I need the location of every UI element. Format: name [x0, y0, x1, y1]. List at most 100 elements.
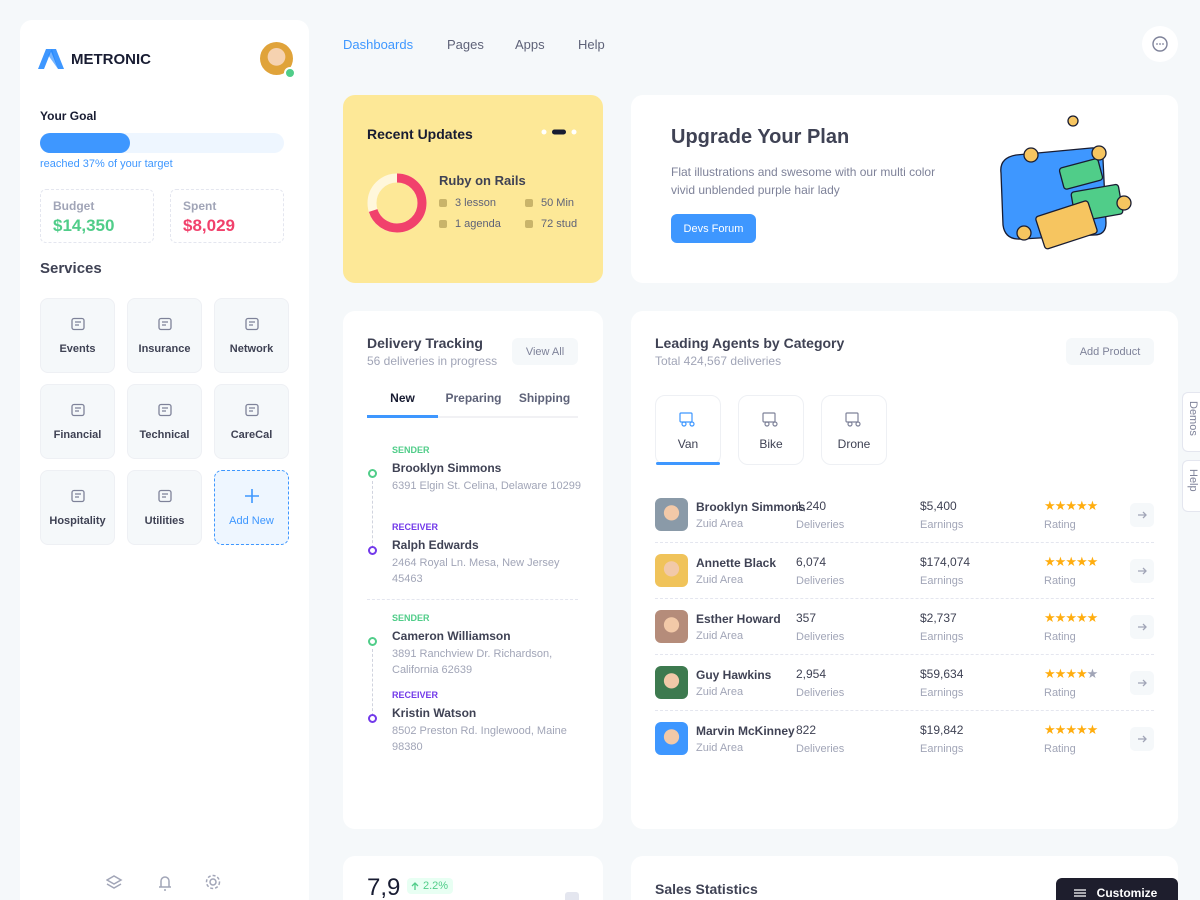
devs-forum-button[interactable]: Devs Forum — [671, 214, 756, 243]
rating-label: Rating — [1044, 630, 1076, 643]
side-tab[interactable]: Help — [1182, 460, 1200, 512]
category-tab[interactable]: Bike — [738, 395, 804, 465]
row-arrow[interactable] — [1130, 726, 1154, 751]
receiver-label: RECEIVER — [392, 522, 439, 532]
agent-row: Guy Hawkins Zuid Area 2,954 Deliveries $59,6… — [655, 655, 1154, 711]
deliveries-value: 1,240 — [796, 498, 827, 513]
stat-box: Spent $8,029 — [170, 189, 284, 243]
agent-name: Guy Hawkins — [696, 668, 772, 682]
stat-change: 2.2% — [407, 878, 454, 894]
item-bullet — [525, 199, 533, 207]
carousel-dots[interactable] — [541, 129, 577, 135]
star: ★ — [1075, 497, 1088, 513]
nav-link[interactable]: Apps — [515, 37, 545, 52]
chat-button[interactable] — [1142, 26, 1178, 62]
sender-name: Brooklyn Simmons — [392, 461, 502, 475]
service-tile[interactable]: Hospitality — [40, 470, 115, 545]
service-tile[interactable]: Utilities — [127, 470, 202, 545]
category-label: Bike — [759, 436, 783, 451]
star: ★ — [1054, 609, 1067, 625]
progress-track — [40, 133, 284, 153]
add-product-button[interactable]: Add Product — [1066, 338, 1154, 365]
delivery-card: Delivery Tracking 56 deliveries in progr… — [343, 311, 603, 829]
agent-area: Zuid Area — [696, 630, 744, 642]
star: ★ — [1044, 497, 1056, 513]
card-subtitle: Total 424,567 deliveries — [655, 354, 782, 368]
agent-area: Zuid Area — [696, 742, 744, 754]
service-tile[interactable]: Events — [40, 298, 115, 373]
tab[interactable]: New — [390, 391, 415, 405]
tab[interactable]: Preparing — [445, 391, 502, 405]
sender-label: SENDER — [392, 445, 430, 455]
side-tab[interactable]: Demos — [1182, 392, 1200, 452]
rating-stars: ★★★★★ — [1044, 665, 1130, 681]
deliveries-value: 6,074 — [796, 554, 827, 569]
row-arrow[interactable] — [1130, 614, 1154, 639]
rating-label: Rating — [1044, 686, 1076, 699]
deliveries-label: Deliveries — [796, 518, 845, 531]
star: ★ — [1065, 553, 1077, 569]
footer-icons[interactable] — [106, 874, 236, 892]
route-dot — [368, 714, 377, 723]
earnings-label: Earnings — [920, 574, 964, 587]
category-tab[interactable]: Van — [655, 395, 721, 465]
service-icon — [244, 316, 260, 335]
service-tile[interactable]: Financial — [40, 384, 115, 459]
nav-link[interactable]: Help — [578, 37, 605, 52]
nav-link[interactable]: Dashboards — [343, 37, 414, 52]
service-tile[interactable]: Technical — [127, 384, 202, 459]
menu-button[interactable] — [565, 892, 579, 900]
agent-area: Zuid Area — [696, 686, 744, 698]
receiver-name: Ralph Edwards — [392, 538, 479, 552]
agent-avatar — [655, 554, 688, 587]
star: ★ — [1044, 609, 1056, 625]
service-label: Technical — [139, 429, 190, 441]
agent-name: Marvin McKinney — [696, 724, 795, 738]
card-subtitle: 56 deliveries in progress — [367, 354, 498, 368]
deliveries-label: Deliveries — [796, 574, 845, 587]
service-label: Financial — [53, 429, 102, 441]
service-icon — [70, 488, 86, 507]
star: ★ — [1086, 553, 1099, 569]
star: ★ — [1044, 721, 1056, 737]
tab-underline — [367, 415, 438, 418]
agents-card: Leading Agents by Category Total 424,567… — [631, 311, 1178, 829]
row-arrow[interactable] — [1130, 558, 1154, 583]
agent-name-cell: Esther Howard Zuid Area — [696, 611, 796, 642]
service-tile[interactable]: Insurance — [127, 298, 202, 373]
category-icon — [678, 410, 698, 431]
service-icon — [157, 402, 173, 421]
deliveries-cell: 357 Deliveries — [796, 611, 920, 643]
service-label: Utilities — [144, 515, 185, 527]
stat-value: 7,9 — [367, 874, 401, 900]
service-tile[interactable]: Add New — [214, 470, 289, 545]
earnings-label: Earnings — [920, 742, 964, 755]
star: ★ — [1044, 553, 1056, 569]
brand: METRONIC — [71, 51, 151, 68]
service-tile[interactable]: Network — [214, 298, 289, 373]
rating-stars: ★★★★★ — [1044, 497, 1130, 513]
course-item: 1 agenda — [455, 218, 501, 230]
tabs-line — [367, 416, 578, 418]
service-label: Insurance — [138, 343, 191, 355]
sender-label: SENDER — [392, 613, 430, 623]
rating-label: Rating — [1044, 518, 1076, 531]
rating-label: Rating — [1044, 574, 1076, 587]
service-icon — [70, 316, 86, 335]
star: ★ — [1065, 665, 1077, 681]
rating-cell: ★★★★★ Rating — [1044, 553, 1130, 587]
agent-name-cell: Brooklyn Simmons Zuid Area — [696, 499, 805, 530]
earnings-value: $19,842 — [920, 722, 964, 737]
star: ★ — [1065, 721, 1077, 737]
tab[interactable]: Shipping — [518, 391, 571, 405]
row-arrow[interactable] — [1130, 502, 1154, 527]
customize-button[interactable]: Customize — [1056, 878, 1178, 900]
row-arrow[interactable] — [1130, 670, 1154, 695]
category-tab[interactable]: Drone — [821, 395, 887, 465]
view-all-button[interactable]: View All — [512, 338, 578, 365]
service-tile[interactable]: CareCal — [214, 384, 289, 459]
up-arrow — [411, 882, 419, 890]
service-icon — [244, 488, 260, 507]
progress-fill — [40, 133, 131, 153]
nav-link[interactable]: Pages — [447, 37, 484, 52]
